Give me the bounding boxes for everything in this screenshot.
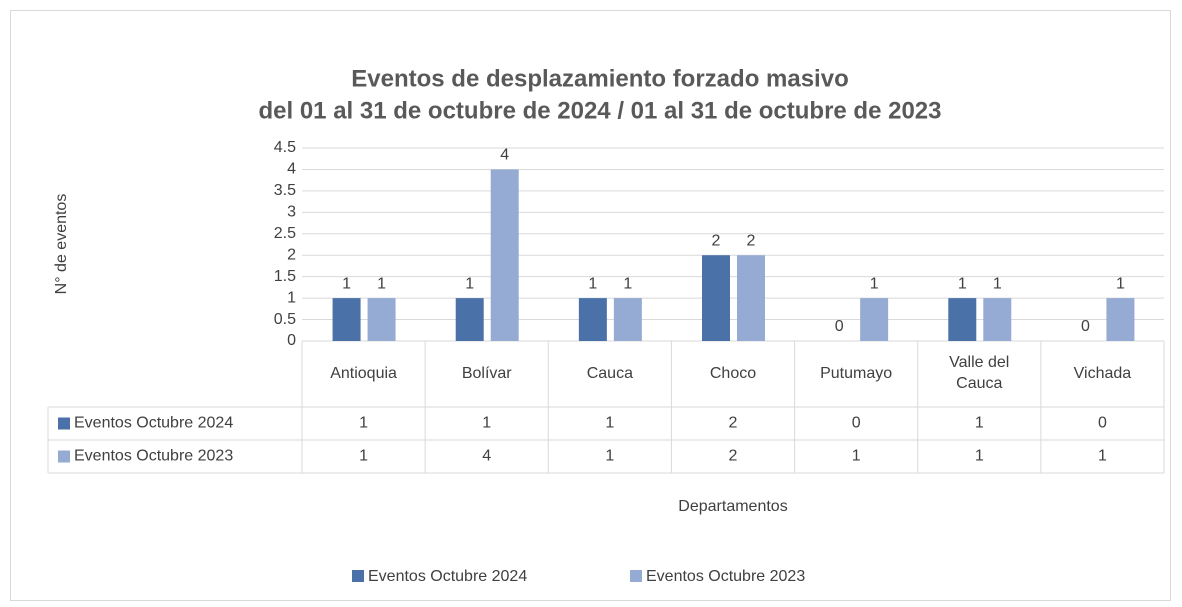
x-tick-label-box: Cauca (586, 364, 633, 382)
table-row-label: Eventos Octubre 2023 (74, 448, 233, 465)
table-value: 1 (975, 448, 984, 465)
y-tick-label: 1.5 (274, 268, 296, 285)
table-value: 1 (1098, 448, 1107, 465)
table-value: 1 (605, 448, 614, 465)
table-value: 1 (482, 415, 491, 432)
bar (702, 255, 730, 341)
bar (455, 298, 484, 341)
data-label: 0 (835, 318, 844, 335)
bar (737, 255, 765, 341)
table-value: 1 (975, 415, 984, 432)
bar (490, 169, 519, 341)
x-tick-label-box: Choco (709, 364, 757, 382)
table-legend-key (58, 450, 70, 463)
bar (948, 298, 977, 341)
x-tick-label-box: Putumayo (820, 364, 893, 382)
data-label: 1 (623, 275, 632, 292)
data-label: 1 (958, 275, 967, 292)
data-label: 1 (1116, 275, 1125, 292)
legend-key (352, 570, 364, 582)
table-row-label: Eventos Octubre 2024 (74, 415, 233, 432)
x-tick-label-box: Valle del Cauca (949, 354, 1010, 392)
x-tick-label: Vichada (1073, 364, 1132, 382)
data-label: 2 (712, 232, 721, 249)
data-label: 0 (1081, 318, 1090, 335)
y-tick-label: 0.5 (274, 311, 296, 328)
bar (983, 298, 1012, 341)
data-label: 1 (588, 275, 597, 292)
y-tick-label: 2.5 (274, 225, 296, 242)
x-tick-label: Valle del Cauca (949, 354, 1010, 392)
table-value: 2 (729, 448, 738, 465)
y-tick-label: 2 (287, 246, 296, 263)
legend-label: Eventos Octubre 2023 (646, 568, 805, 585)
table-value: 2 (729, 415, 738, 432)
chart-subtitle: del 01 al 31 de octubre de 2024 / 01 al … (258, 97, 941, 124)
table-value: 1 (359, 448, 368, 465)
x-axis-label: Departamentos (678, 498, 787, 515)
bar (1106, 298, 1135, 341)
bar (860, 298, 889, 341)
legend-key (630, 570, 642, 582)
data-label: 4 (500, 147, 509, 164)
table-value: 0 (1098, 415, 1107, 432)
x-tick-label: Cauca (586, 364, 633, 382)
y-tick-label: 0 (287, 332, 296, 349)
data-label: 2 (747, 232, 756, 249)
table-value: 4 (482, 448, 491, 465)
data-label: 1 (465, 275, 474, 292)
x-tick-label: Antioquia (330, 364, 397, 382)
x-tick-label: Putumayo (820, 364, 893, 382)
table-value: 1 (852, 448, 861, 465)
table-value: 0 (852, 415, 861, 432)
chart-title: Eventos de desplazamiento forzado masivo (351, 65, 848, 92)
table-value: 1 (359, 415, 368, 432)
data-label: 1 (870, 275, 879, 292)
y-tick-label: 3 (287, 204, 296, 221)
table-value: 1 (605, 415, 614, 432)
y-tick-label: 4 (287, 161, 296, 178)
bar (332, 298, 361, 341)
data-label: 1 (993, 275, 1002, 292)
bar (613, 298, 642, 341)
x-tick-label-box: Bolívar (461, 364, 512, 382)
y-tick-label: 4.5 (274, 139, 296, 156)
legend-label: Eventos Octubre 2024 (368, 568, 527, 585)
data-label: 1 (342, 275, 351, 292)
bar (367, 298, 396, 341)
table-legend-key (58, 417, 70, 430)
y-tick-label: 1 (287, 289, 296, 306)
data-label: 1 (377, 275, 386, 292)
y-tick-label: 3.5 (274, 182, 296, 199)
x-tick-label: Bolívar (461, 364, 512, 382)
y-axis-label: N° de eventos (53, 194, 70, 295)
x-tick-label-box: Vichada (1073, 364, 1132, 382)
x-tick-label: Choco (709, 364, 757, 382)
bar (578, 298, 607, 341)
x-tick-label-box: Antioquia (330, 364, 397, 382)
